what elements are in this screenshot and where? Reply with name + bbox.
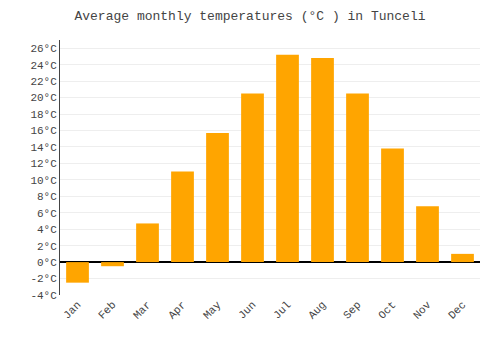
svg-text:6°C: 6°C <box>37 208 57 220</box>
svg-text:14°C: 14°C <box>30 142 57 154</box>
svg-text:Average monthly temperatures (: Average monthly temperatures (°C ) in Tu… <box>74 9 425 24</box>
svg-text:Sep: Sep <box>341 299 363 321</box>
svg-text:24°C: 24°C <box>30 60 57 72</box>
svg-text:4°C: 4°C <box>37 224 57 236</box>
svg-text:Jul: Jul <box>271 299 293 321</box>
svg-text:22°C: 22°C <box>30 76 57 88</box>
svg-text:Oct: Oct <box>376 299 398 321</box>
svg-text:2°C: 2°C <box>37 241 57 253</box>
svg-text:Dec: Dec <box>446 299 468 321</box>
svg-text:10°C: 10°C <box>30 175 57 187</box>
svg-text:Jun: Jun <box>236 299 258 321</box>
svg-text:26°C: 26°C <box>30 43 57 55</box>
svg-text:Nov: Nov <box>411 299 434 322</box>
svg-text:Aug: Aug <box>306 299 328 321</box>
svg-text:12°C: 12°C <box>30 158 57 170</box>
svg-text:20°C: 20°C <box>30 92 57 104</box>
svg-text:-2°C: -2°C <box>30 273 57 285</box>
svg-text:-4°C: -4°C <box>30 290 57 302</box>
svg-text:16°C: 16°C <box>30 125 57 137</box>
svg-text:Mar: Mar <box>131 299 153 321</box>
svg-text:Apr: Apr <box>166 299 188 321</box>
svg-text:Feb: Feb <box>96 299 118 321</box>
svg-text:18°C: 18°C <box>30 109 57 121</box>
svg-text:8°C: 8°C <box>37 191 57 203</box>
svg-text:0°C: 0°C <box>37 257 57 269</box>
svg-text:May: May <box>201 299 224 322</box>
svg-text:Jan: Jan <box>61 299 83 321</box>
